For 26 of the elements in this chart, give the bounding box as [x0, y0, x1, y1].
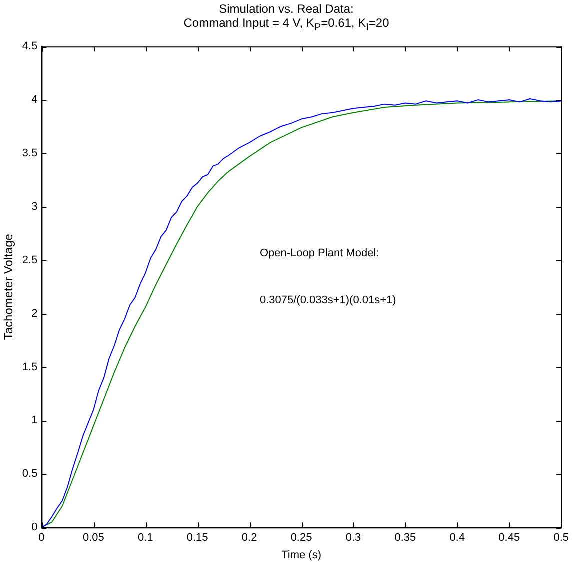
x-tick-label: 0.25	[290, 532, 312, 544]
x-tick-label: 0.2	[242, 532, 258, 544]
y-tick-label: 4.5	[22, 40, 38, 53]
y-axis-title: Tachometer Voltage	[2, 234, 16, 340]
x-tick-label: 0.45	[498, 532, 520, 544]
y-tick-label: 1.5	[22, 361, 38, 374]
y-tick-label: 3	[32, 200, 38, 213]
y-tick-label: 0	[32, 522, 38, 534]
x-tick-label: 0.1	[138, 532, 154, 544]
x-tick-label: 0.15	[186, 532, 208, 544]
x-tick-label: 0.4	[450, 532, 466, 544]
y-tick-label: 0.5	[22, 468, 38, 480]
y-tick-label: 3.5	[22, 148, 38, 160]
x-tick-label: 0.05	[82, 532, 104, 544]
x-axis-title: Time (s)	[282, 549, 322, 562]
x-tick-label: 0.5	[554, 532, 570, 544]
chart-title: Simulation vs. Real Data:	[218, 2, 355, 16]
y-tick-label: 2	[32, 308, 38, 320]
y-tick-label: 1	[32, 414, 38, 427]
y-tick-label: 4	[32, 94, 38, 106]
annotation: 0.3075/(0.033s+1)(0.01s+1)	[260, 294, 396, 307]
x-tick-label: 0.35	[394, 532, 416, 544]
x-tick-label: 0.3	[346, 532, 362, 544]
y-tick-label: 2.5	[22, 254, 38, 266]
chart-subtitle: Command Input = 4 V, K$_{P}$=0.61, K$_{I}$=20	[182, 16, 390, 36]
annotation: Open-Loop Plant Model:	[260, 247, 380, 260]
